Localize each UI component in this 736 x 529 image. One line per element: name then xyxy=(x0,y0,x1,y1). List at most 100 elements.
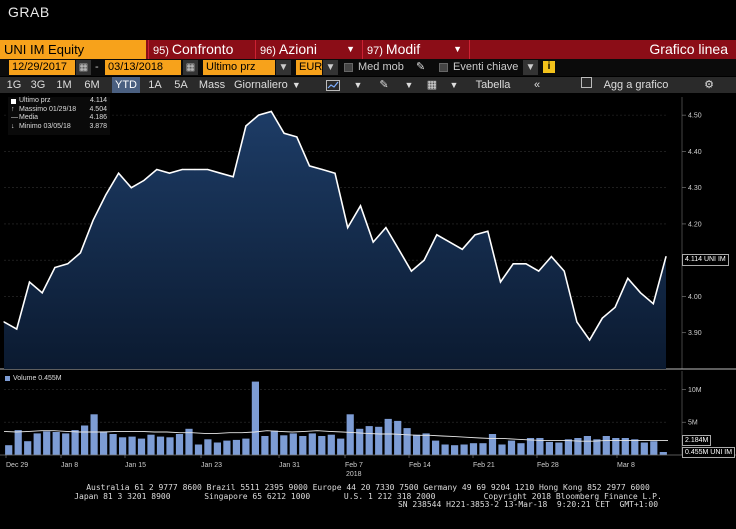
x-year-label: 2018 xyxy=(346,471,362,478)
volume-bar xyxy=(479,443,487,455)
edit-caret-icon: ▼ xyxy=(453,44,462,54)
price-point xyxy=(499,281,502,283)
range-1m-button[interactable]: 1M xyxy=(56,79,72,91)
actions-num: 96) xyxy=(260,45,276,57)
footer-contacts: Australia 61 2 9777 8600 Brazil 5511 239… xyxy=(0,483,736,510)
price-point xyxy=(601,317,603,319)
chevron-down-icon[interactable]: ▼ xyxy=(523,60,538,75)
volume-bar xyxy=(137,438,146,455)
price-chart[interactable]: 3.904.004.104.204.304.404.50 xyxy=(0,93,736,371)
volume-bar xyxy=(223,440,231,455)
actions-button[interactable]: 96) Azioni ▼ xyxy=(255,40,361,59)
price-point xyxy=(652,303,654,305)
range-ytd-button[interactable]: YTD xyxy=(112,77,140,93)
price-point xyxy=(525,263,527,265)
volume-chart[interactable]: 5M 10M Dec 29 Jan 8 Jan 15 Jan 23 Jan 31 Feb 7 F… xyxy=(0,371,736,481)
info-icon[interactable]: i xyxy=(543,61,555,73)
volume-bar xyxy=(327,434,335,455)
price-point xyxy=(92,219,94,221)
volume-bar xyxy=(413,434,421,455)
chevron-down-icon[interactable]: ▼ xyxy=(323,60,338,75)
price-point xyxy=(563,270,565,272)
dash-icon: — xyxy=(11,114,18,121)
volume-bar xyxy=(185,428,193,455)
add-to-chart-icon[interactable] xyxy=(578,77,594,93)
volume-bar xyxy=(81,425,89,455)
volume-legend-label: Volume 0.455M xyxy=(13,375,62,382)
range-1g-button[interactable]: 1G xyxy=(6,79,22,91)
price-point xyxy=(54,266,56,269)
legend-swatch xyxy=(11,99,16,104)
period-select[interactable]: Giornaliero ▼ xyxy=(231,77,314,93)
collapse-icon[interactable]: « xyxy=(533,79,541,91)
ticker-field[interactable]: UNI IM Equity xyxy=(0,40,146,59)
volume-bar xyxy=(536,438,544,455)
volume-bar xyxy=(460,444,468,455)
pencil-icon[interactable]: ✎ xyxy=(416,61,426,73)
y-tick-label: 4.20 xyxy=(688,221,702,228)
compare-button[interactable]: 95) Confronto xyxy=(148,40,254,59)
range-1a-button[interactable]: 1A xyxy=(148,79,162,91)
volume-bar xyxy=(593,439,601,455)
price-field-select[interactable]: Ultimo prz xyxy=(203,60,275,75)
price-point xyxy=(410,270,412,272)
start-date-field[interactable]: 12/29/2017 xyxy=(9,60,75,75)
compare-num: 95) xyxy=(153,45,169,57)
volume-bar xyxy=(213,442,221,455)
price-point xyxy=(385,226,387,229)
line-chart-icon[interactable] xyxy=(322,77,344,93)
calendar-icon[interactable]: ▦ xyxy=(76,60,91,75)
price-point xyxy=(461,248,463,250)
y-tick-label: 4.00 xyxy=(688,294,702,301)
price-point xyxy=(436,234,438,236)
price-point xyxy=(321,168,323,171)
legend-label: Ultimo prz xyxy=(19,97,51,104)
chevron-down-icon[interactable]: ▼ xyxy=(276,60,291,75)
volume-bar xyxy=(166,437,174,455)
price-point xyxy=(156,168,158,171)
x-tick-label: Jan 31 xyxy=(279,462,300,469)
volume-bar xyxy=(232,439,240,455)
volume-ma-line xyxy=(3,430,668,442)
volume-bar xyxy=(289,433,297,455)
range-max-button[interactable]: Mass xyxy=(198,79,226,91)
end-date-field[interactable]: 03/13/2018 xyxy=(105,60,181,75)
edit-button[interactable]: 97) Modif ▼ xyxy=(362,40,468,59)
volume-bar xyxy=(280,435,288,455)
volume-bar xyxy=(640,442,648,455)
grid-icon[interactable]: ▦ xyxy=(426,79,438,91)
volume-bar xyxy=(270,430,278,455)
legend-value: 3.878 xyxy=(89,122,107,130)
volume-legend: Volume 0.455M xyxy=(5,375,62,382)
volume-bar xyxy=(356,428,364,455)
price-point xyxy=(576,321,578,323)
volume-bar xyxy=(498,444,506,455)
key-events-checkbox[interactable] xyxy=(439,63,448,72)
footer-line: SN 238544 H221-3853-2 13-Mar-18 9:20:21 … xyxy=(397,500,659,509)
chevron-down-icon[interactable]: ▼ xyxy=(449,80,459,90)
volume-bar xyxy=(5,445,13,455)
price-point xyxy=(207,168,209,171)
command-bar xyxy=(0,40,736,59)
chevron-down-icon[interactable]: ▼ xyxy=(353,80,363,90)
price-point xyxy=(219,172,222,174)
add-to-chart-button[interactable]: Agg a grafico xyxy=(603,79,669,91)
range-3g-button[interactable]: 3G xyxy=(30,79,46,91)
volume-bar xyxy=(526,438,535,455)
x-tick-label: Feb 14 xyxy=(409,462,431,469)
price-point xyxy=(143,179,145,182)
gear-icon[interactable]: ⚙ xyxy=(704,79,714,91)
table-button[interactable]: Tabella xyxy=(475,79,511,91)
chevron-down-icon[interactable]: ▼ xyxy=(404,80,414,90)
moving-avg-checkbox[interactable] xyxy=(344,63,353,72)
range-6m-button[interactable]: 6M xyxy=(84,79,100,91)
range-5a-button[interactable]: 5A xyxy=(174,79,188,91)
actions-caret-icon: ▼ xyxy=(346,44,355,54)
volume-ma-tag: 2.184M xyxy=(682,435,712,446)
pencil-draw-icon[interactable]: ✎ xyxy=(379,79,389,91)
currency-select[interactable]: EUR xyxy=(296,60,322,75)
calendar-icon[interactable]: ▦ xyxy=(183,60,198,75)
actions-label: Azioni xyxy=(278,41,318,57)
price-point xyxy=(258,114,260,116)
